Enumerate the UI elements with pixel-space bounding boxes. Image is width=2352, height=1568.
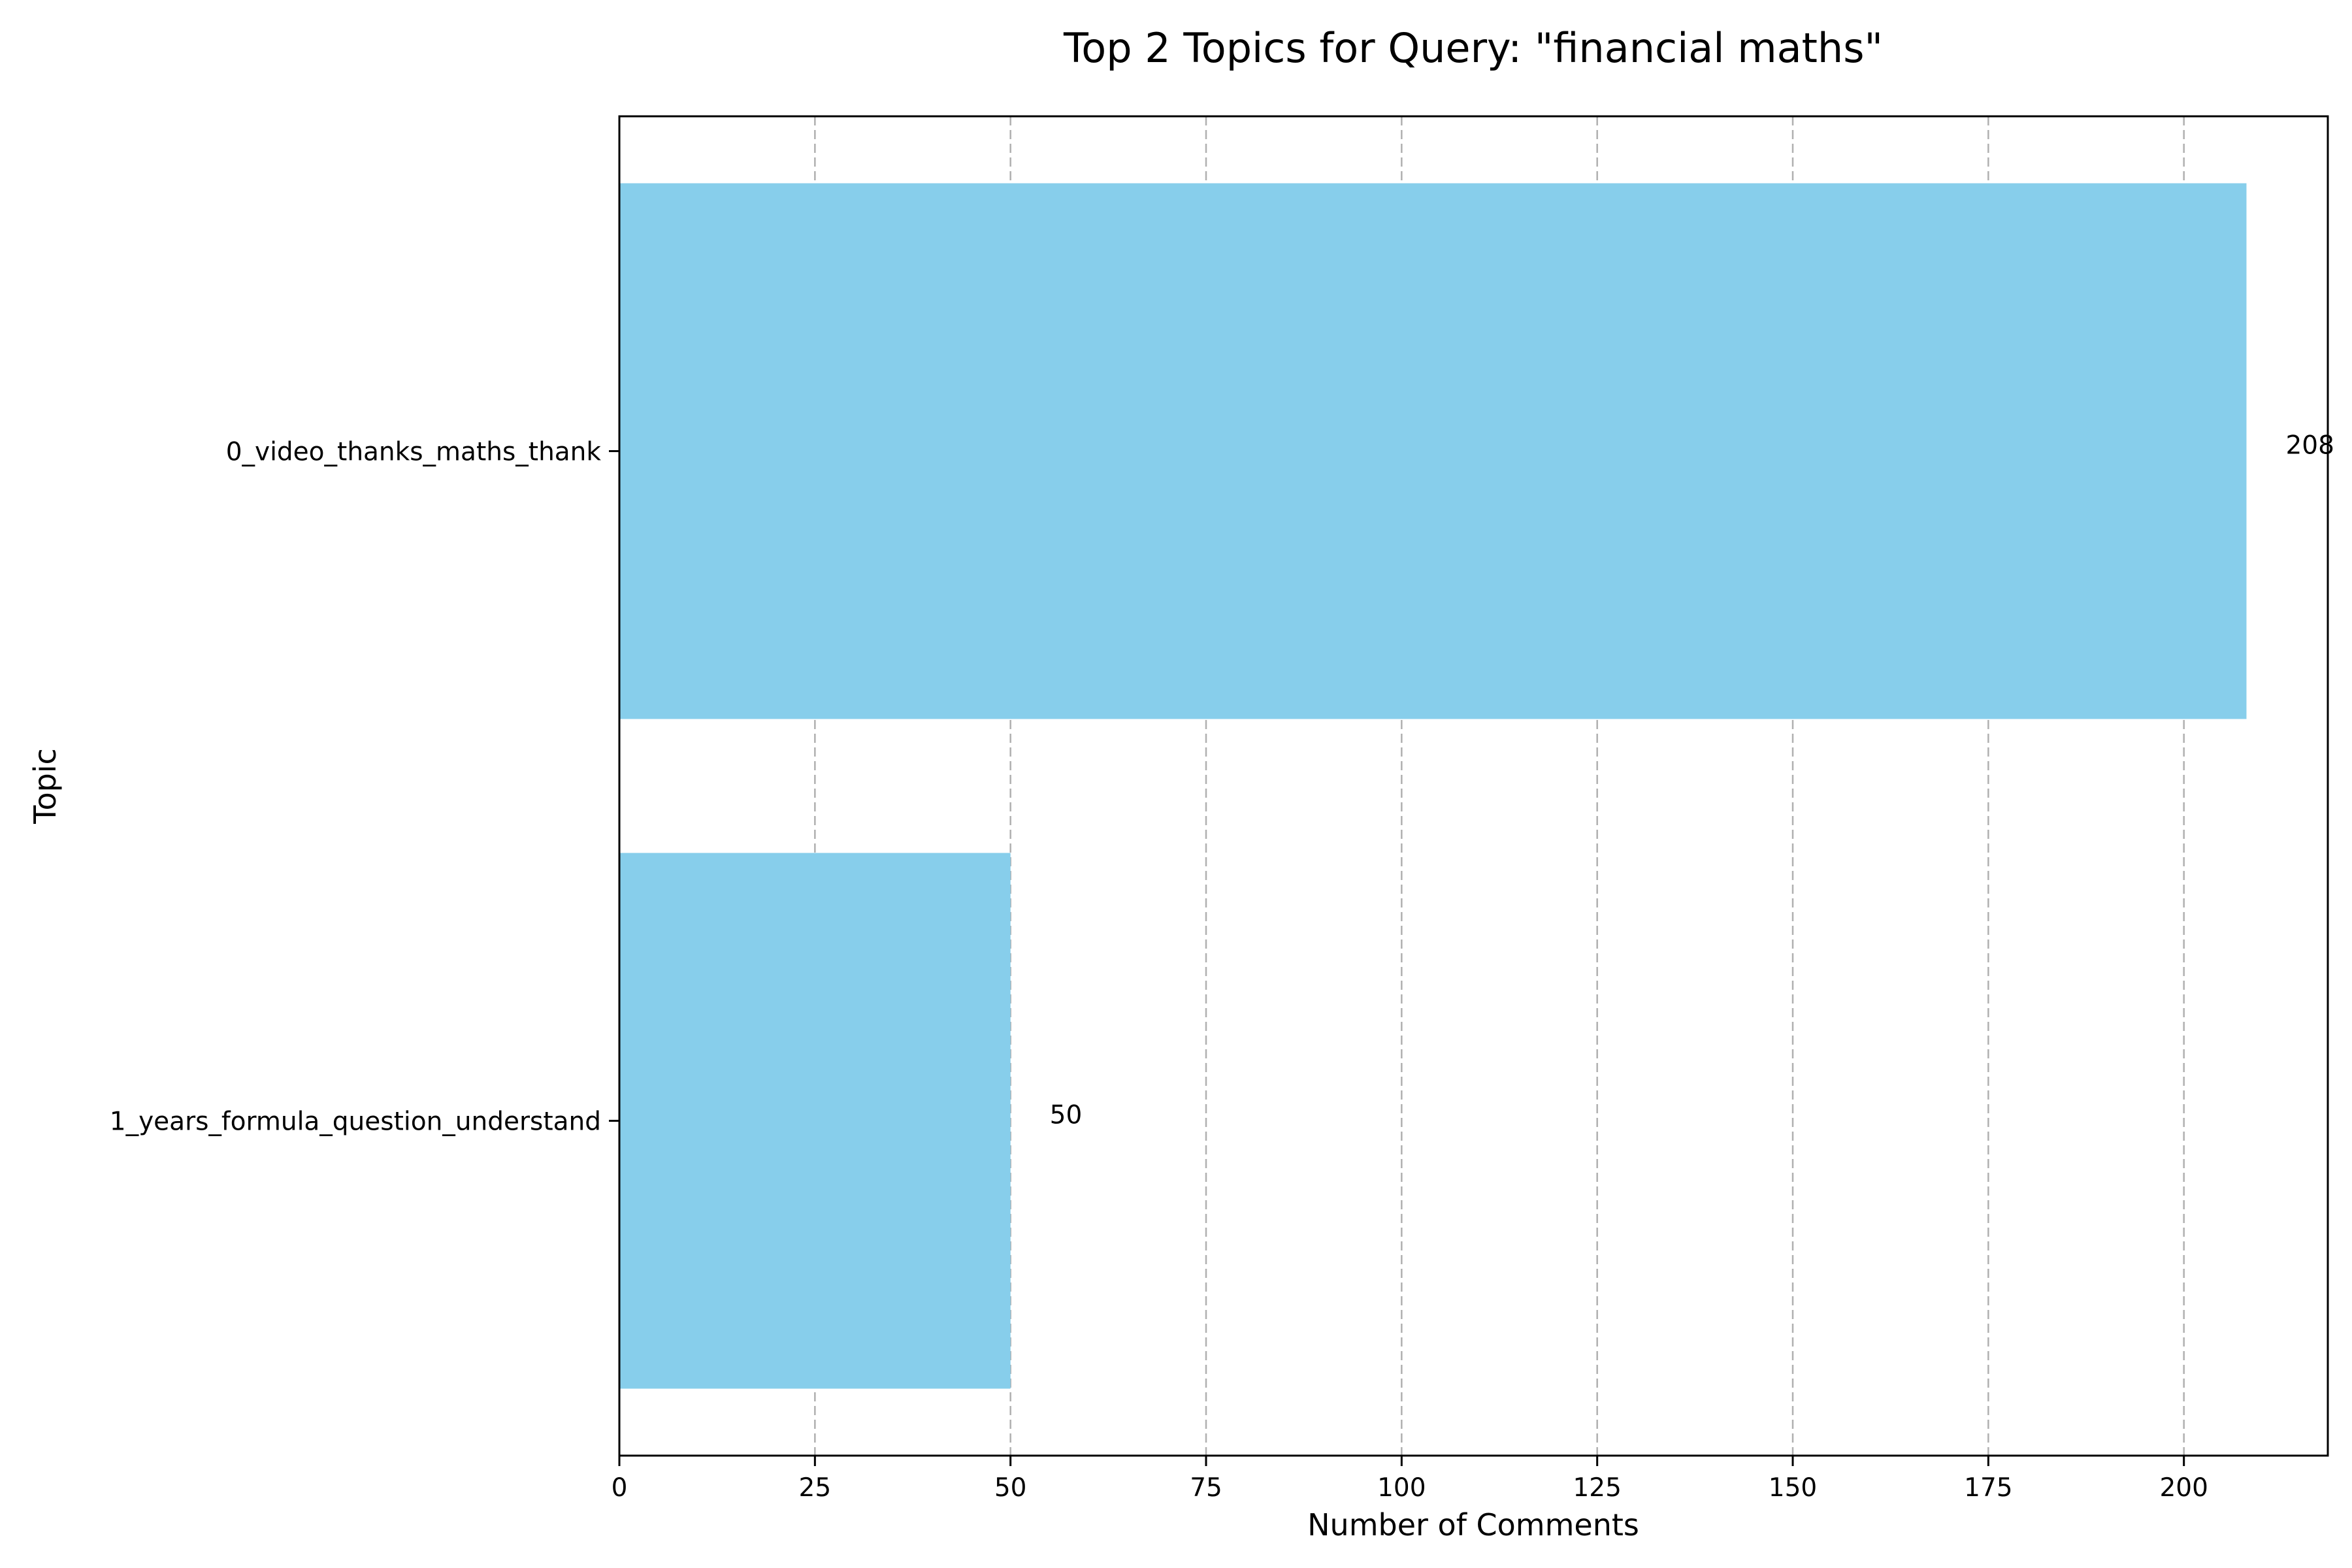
chart-title: Top 2 Topics for Query: "financial maths… [1063,24,1883,72]
x-tick-label-50: 50 [994,1473,1027,1503]
data-label-1: 50 [1050,1101,1083,1130]
x-tick-label-125: 125 [1573,1473,1621,1503]
bars [619,183,2247,1389]
y-tick-label-1: 1_years_formula_question_understand [110,1107,601,1137]
x-axis-ticks: 0 25 50 75 100 125 150 175 200 [612,1456,2208,1503]
plot-frame [618,115,2329,1457]
x-tick-label-175: 175 [1964,1473,2012,1503]
bar-1 [619,853,1011,1389]
bar-0 [619,183,2247,719]
x-axis-label: Number of Comments [1307,1507,1639,1543]
data-labels: 208 50 [1050,431,2334,1130]
y-axis-label: Topic [27,748,63,825]
x-tick-label-75: 75 [1190,1473,1222,1503]
data-label-0: 208 [2285,431,2334,461]
x-tick-label-0: 0 [612,1473,628,1503]
x-tick-label-150: 150 [1769,1473,1817,1503]
x-tick-label-200: 200 [2159,1473,2208,1503]
x-tick-label-100: 100 [1377,1473,1426,1503]
y-axis-ticks: 0_video_thanks_maths_thank 1_years_formul… [110,438,619,1137]
x-tick-label-25: 25 [799,1473,832,1503]
y-tick-label-0: 0_video_thanks_maths_thank [226,438,602,467]
